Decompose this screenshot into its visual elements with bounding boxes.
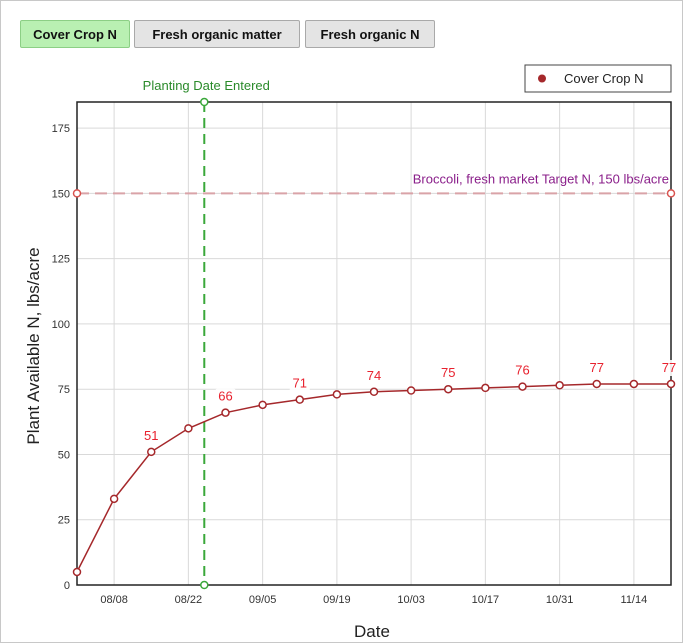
x-tick-label: 08/08: [100, 594, 128, 606]
data-label: 74: [367, 368, 381, 383]
data-label: 77: [590, 360, 604, 375]
y-tick-label: 175: [52, 123, 70, 135]
x-tick-labels: 08/08 08/22 09/05 09/19 10/03 10/17 10/31 11/14: [100, 594, 647, 606]
x-tick-label: 10/17: [472, 594, 500, 606]
y-tick-label: 25: [58, 515, 70, 527]
data-label: 76: [515, 363, 529, 378]
tab-cover-crop-n[interactable]: Cover Crop N: [20, 20, 130, 48]
legend-label: Cover Crop N: [564, 71, 643, 86]
data-point: [221, 408, 230, 417]
target-line-label: Broccoli, fresh market Target N, 150 lbs…: [413, 171, 669, 186]
data-point: [592, 379, 601, 389]
tab-fresh-organic-matter[interactable]: Fresh organic matter: [134, 20, 300, 48]
data-label-bg: [141, 427, 162, 444]
data-point: [147, 447, 156, 457]
data-label-bg: [364, 367, 384, 384]
data-point: [629, 379, 639, 389]
x-tick-label: 09/19: [323, 594, 351, 606]
x-tick-label: 10/03: [397, 594, 425, 606]
data-point: [406, 386, 416, 395]
data-labels: 51 66 71 74 75 76 77 77: [141, 359, 679, 444]
data-label: 77: [662, 360, 676, 375]
data-label: 75: [441, 365, 455, 380]
y-tick-label: 150: [52, 188, 70, 200]
data-point: [518, 382, 527, 391]
data-label-bg: [215, 388, 236, 405]
y-axis-title: Plant Available N, lbs/acre: [24, 247, 43, 444]
y-tick-labels: 0 25 50 75 100 125 150 175: [52, 123, 70, 592]
data-point: [295, 395, 304, 404]
legend-box: [524, 64, 672, 93]
plot-area-border: [76, 101, 672, 586]
legend-marker: [538, 74, 546, 83]
planting-line-group: Planting Date Entered: [143, 78, 270, 590]
data-point: [72, 567, 82, 577]
data-point: [109, 494, 119, 504]
planting-line-top-marker: [200, 97, 209, 107]
y-tick-label: 125: [52, 254, 70, 266]
y-tick-label: 50: [58, 449, 70, 461]
tab-fresh-organic-n[interactable]: Fresh organic N: [305, 20, 435, 48]
y-tick-label: 0: [64, 580, 70, 592]
data-label-bg: [586, 359, 607, 376]
target-line-end-marker: [666, 189, 676, 198]
data-label: 66: [218, 389, 232, 404]
data-point: [555, 381, 564, 390]
y-tick-label: 100: [52, 319, 70, 331]
data-label-bg: [659, 359, 679, 376]
data-point: [184, 424, 193, 433]
legend[interactable]: Cover Crop N: [524, 64, 672, 93]
y-tick-label: 75: [58, 384, 70, 396]
x-tick-label: 10/31: [546, 594, 574, 606]
data-point: [666, 379, 676, 389]
data-label-bg: [289, 375, 310, 392]
series-line: [76, 383, 671, 573]
x-tick-label: 11/14: [621, 594, 648, 606]
target-line-start-marker: [72, 189, 82, 198]
x-tick-label: 09/05: [249, 594, 277, 606]
target-line-group: Broccoli, fresh market Target N, 150 lbs…: [72, 171, 676, 198]
x-tick-label: 08/22: [175, 594, 203, 606]
series-cover-crop-n: [72, 379, 676, 577]
data-label: 51: [144, 428, 158, 443]
data-label-bg: [438, 365, 459, 382]
x-axis-title: Date: [354, 622, 390, 641]
data-label: 71: [293, 376, 307, 391]
data-label-bg: [512, 362, 533, 379]
data-point: [332, 390, 342, 399]
data-point: [369, 387, 379, 397]
planting-date-label: Planting Date Entered: [143, 78, 270, 93]
data-point: [258, 400, 267, 410]
data-point: [481, 383, 490, 393]
data-point: [444, 384, 453, 394]
planting-line-bottom-marker: [200, 580, 209, 590]
